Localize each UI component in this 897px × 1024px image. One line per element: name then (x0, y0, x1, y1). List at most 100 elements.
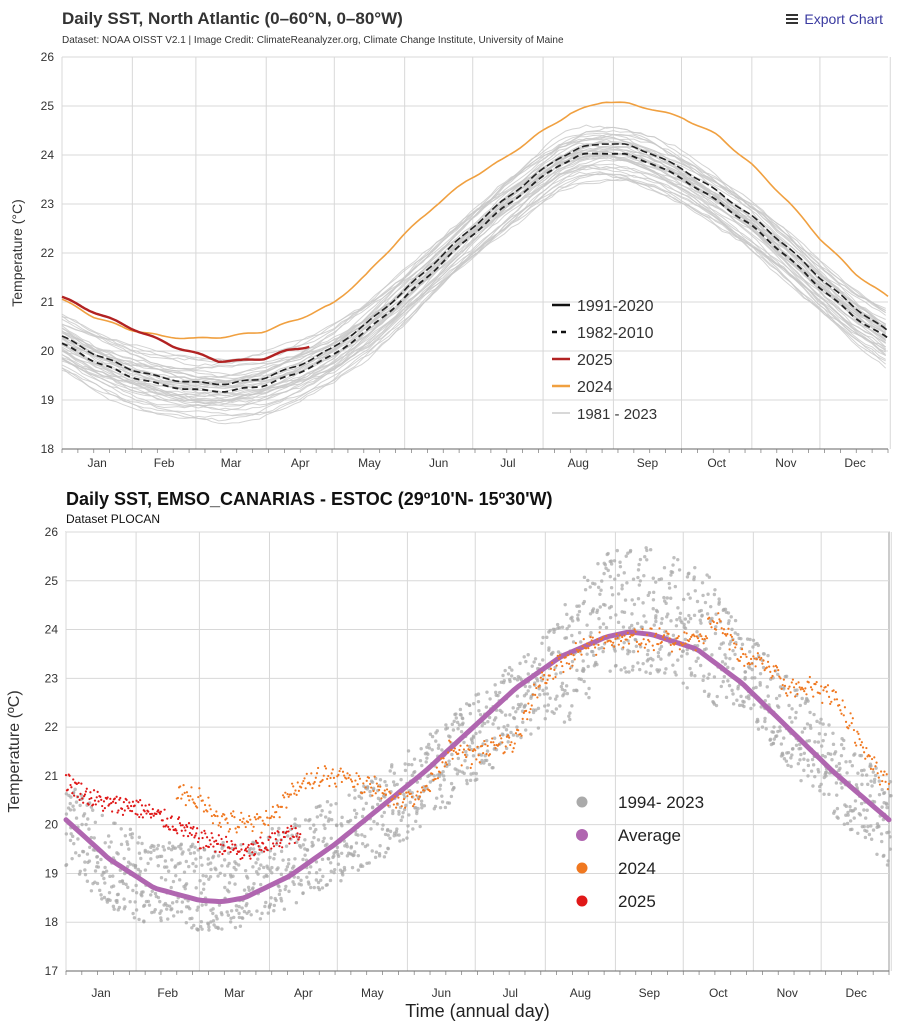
series-2025-point (253, 853, 257, 856)
climatology-point (433, 804, 438, 809)
climatology-point (835, 806, 840, 811)
series-2024-point (830, 700, 833, 703)
climatology-point (507, 677, 512, 682)
climatology-point (584, 692, 588, 696)
climatology-point (557, 626, 562, 630)
climatology-point (270, 871, 274, 875)
series-2025-point (140, 804, 144, 807)
series-2024-point (289, 793, 293, 796)
climatology-point (458, 707, 463, 712)
series-2024-point (872, 768, 875, 771)
series-2024-point (804, 687, 807, 690)
climatology-point (677, 568, 682, 572)
climatology-point (714, 612, 718, 616)
series-2024-point (202, 810, 206, 813)
climatology-point (364, 801, 368, 806)
climatology-point (82, 812, 87, 816)
series-2024-point (365, 779, 368, 782)
series-2024-point (605, 634, 608, 638)
x-tick-label: Dec (846, 986, 867, 1000)
climatology-point (850, 827, 854, 832)
climatology-point (287, 857, 291, 862)
series-2024-point (207, 796, 210, 799)
series-2024-point (879, 770, 883, 773)
series-2024-point (280, 805, 284, 808)
climatology-point (507, 665, 512, 670)
series-2024-point (434, 777, 437, 781)
climatology-point (541, 635, 545, 640)
series-2024-point (462, 748, 466, 751)
series-2024-point (582, 638, 585, 641)
series-2024-point (761, 662, 764, 665)
climatology-point (167, 841, 172, 845)
series-2024-point (227, 830, 230, 833)
series-2024-point (216, 815, 219, 818)
climatology-point (642, 574, 646, 578)
climatology-point (150, 889, 154, 893)
climatology-point (638, 667, 642, 672)
climatology-point (453, 767, 457, 771)
series-2025-point (99, 795, 102, 799)
series-2024-point (286, 792, 289, 796)
climatology-point (487, 762, 492, 767)
series-2025-point (130, 804, 133, 808)
climatology-point (705, 573, 709, 577)
series-2024-point (783, 684, 787, 687)
climatology-line (61, 171, 886, 412)
climatology-point (729, 615, 733, 619)
climatology-point (637, 583, 642, 587)
series-2025-point (183, 826, 186, 829)
climatology-point (712, 592, 717, 597)
series-2024-point (350, 780, 354, 783)
climatology-point (398, 839, 402, 843)
climatology-point (848, 819, 853, 823)
climatology-point (729, 639, 733, 644)
series-2024-point (886, 787, 889, 791)
climatology-point (375, 822, 380, 826)
series-2025-point (120, 807, 124, 810)
climatology-point (357, 794, 361, 799)
series-2024-point (722, 628, 726, 631)
climatology-point (220, 927, 224, 931)
series-2024-point (179, 785, 182, 788)
climatology-point (687, 571, 691, 576)
series-2024-point (642, 638, 645, 641)
series-2025-point (117, 809, 120, 812)
climatology-point (664, 601, 668, 606)
climatology-point (591, 610, 595, 614)
climatology-point (877, 792, 882, 797)
series-2025-point (110, 801, 113, 805)
series-2024-point (311, 787, 314, 790)
series-2024-point (184, 804, 187, 807)
series-2025-point (244, 847, 248, 850)
climatology-point (485, 758, 489, 763)
climatology-point (858, 753, 862, 758)
climatology-point (352, 853, 356, 857)
series-2025-point (274, 838, 277, 841)
climatology-point (510, 668, 514, 672)
climatology-point (227, 851, 231, 855)
series-2024-point (709, 622, 712, 626)
x-tick-label: Jun (432, 986, 451, 1000)
series-2024-point (474, 749, 477, 752)
climatology-point (179, 847, 183, 851)
x-tick-label: Mar (224, 986, 245, 1000)
series-2025-point (73, 794, 76, 797)
climatology-point (768, 737, 773, 742)
series-2024-point (827, 695, 831, 698)
climatology-point (493, 683, 497, 687)
export-chart-button[interactable]: Export Chart (786, 11, 883, 27)
series-2025-point (149, 812, 152, 816)
climatology-line (61, 155, 887, 411)
climatology-point (506, 723, 510, 728)
climatology-point (518, 661, 522, 666)
series-2024-point (531, 693, 534, 696)
climatology-point (257, 867, 261, 871)
series-2024-point (870, 757, 874, 761)
series-2024-point (338, 769, 341, 773)
series-2024-point (493, 743, 496, 747)
climatology-point (386, 833, 390, 837)
series-2024-point (791, 678, 795, 681)
climatology-point (368, 793, 373, 798)
series-2024-point (329, 776, 332, 780)
